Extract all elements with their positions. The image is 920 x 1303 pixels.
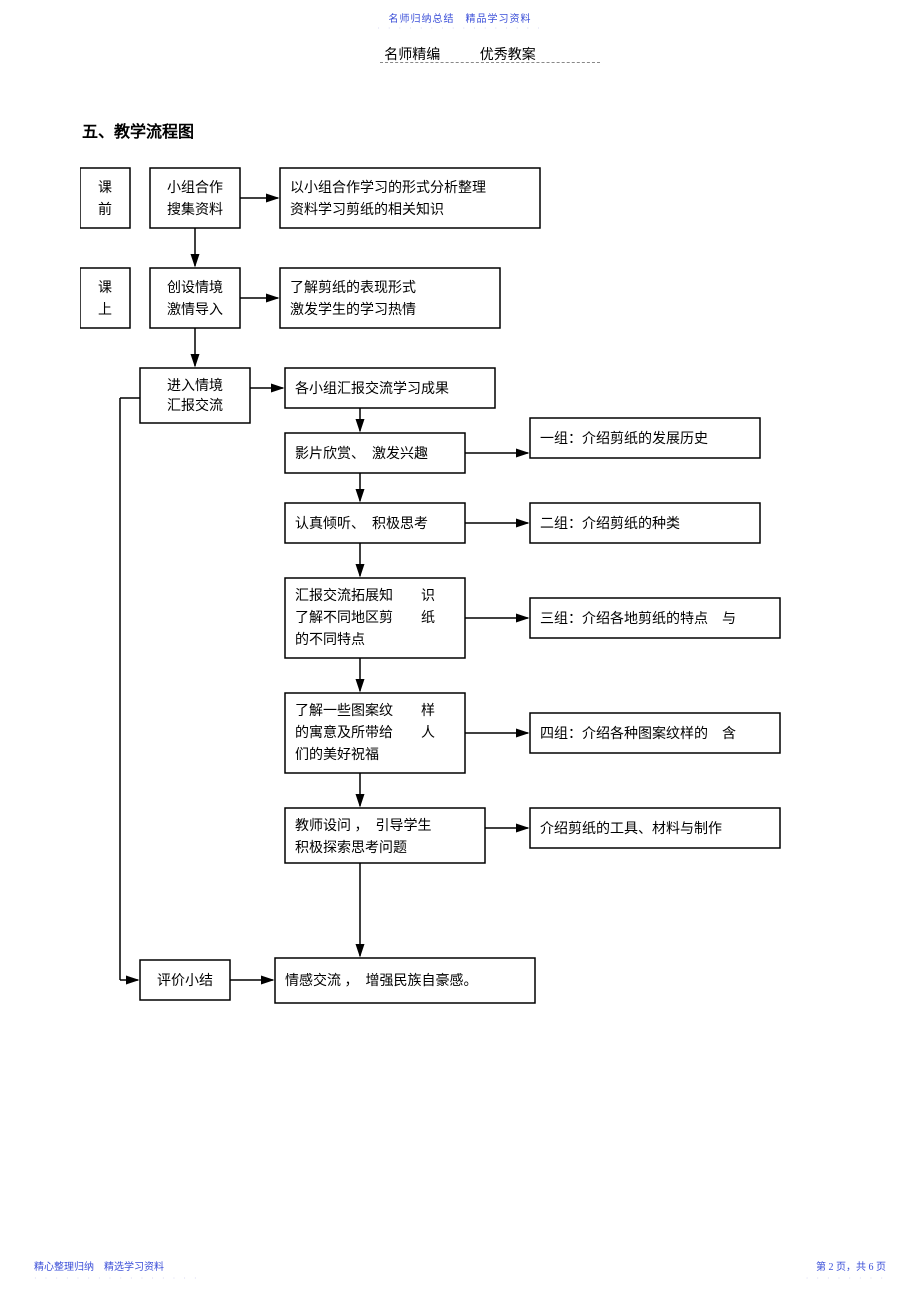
- footer-left: 精心整理归纳 精选学习资料: [34, 1258, 164, 1273]
- node-emotion-l1: 情感交流 ， 增强民族自豪感。: [285, 972, 478, 989]
- node-teacher-l2: 积极探索思考问题: [295, 839, 407, 856]
- node-enter: [140, 368, 250, 423]
- node-collect-l2: 搜集资料: [167, 201, 223, 218]
- node-understand-l2: 激发学生的学习热情: [290, 301, 416, 318]
- node-g4-l1: 四组：介绍各种图案纹样的 含: [540, 725, 736, 742]
- node-g1-l1: 一组：介绍剪纸的发展历史: [540, 431, 708, 447]
- node-pattern-l3: 们的美好祝福: [295, 747, 379, 763]
- node-pattern-l1: 了解一些图案纹 样: [295, 702, 435, 719]
- node-understand-l1: 了解剪纸的表现形式: [290, 280, 416, 296]
- node-g2-l1: 二组：介绍剪纸的种类: [540, 516, 680, 532]
- node-enter-l1: 进入情境: [167, 378, 223, 394]
- footer-right: 第 2 页，共 6 页: [816, 1258, 886, 1273]
- node-film-l1: 影片欣赏、 激发兴趣: [295, 445, 428, 462]
- header-dash-line: [380, 62, 600, 63]
- header-top-line: 名师归纳总结 精品学习资料: [0, 10, 920, 25]
- node-understand: [280, 268, 500, 328]
- header-sub-left: 名师精编: [384, 48, 440, 63]
- node-tools-l1: 介绍剪纸的工具、材料与制作: [540, 821, 722, 837]
- node-context: [150, 268, 240, 328]
- node-analyze-l2: 资料学习剪纸的相关知识: [290, 201, 444, 218]
- section-title: 五、教学流程图: [82, 118, 194, 142]
- node-teacher-l1: 教师设问 ， 引导学生: [295, 818, 432, 834]
- header-dots: · · · · · · · · · · · · · · · ·: [0, 24, 920, 33]
- node-inclass-l1: 课: [98, 280, 112, 296]
- node-before-l2: 前: [98, 201, 112, 218]
- node-collect: [150, 168, 240, 228]
- node-analyze: [280, 168, 540, 228]
- node-expand-l3: 的不同特点: [295, 632, 365, 648]
- node-analyze-l1: 以小组合作学习的形式分析整理: [290, 180, 486, 196]
- node-g3-l1: 三组：介绍各地剪纸的特点 与: [540, 611, 736, 627]
- header-sub-right: 优秀教案: [480, 48, 536, 63]
- node-context-l2: 激情导入: [167, 301, 223, 318]
- footer-dots-left: · · · · · · · · · · · · · · · ·: [34, 1274, 200, 1283]
- node-inclass-l2: 上: [98, 302, 112, 318]
- node-enter-l2: 汇报交流: [167, 397, 223, 414]
- node-listen-l1: 认真倾听、 积极思考: [295, 516, 428, 532]
- node-before-l1: 课: [98, 180, 112, 196]
- node-inclass: [80, 268, 130, 328]
- flowchart: 课 前 小组合作 搜集资料 以小组合作学习的形式分析整理 资料学习剪纸的相关知识…: [80, 158, 830, 1028]
- header-sub: 名师精编 优秀教案: [0, 44, 920, 64]
- node-collect-l1: 小组合作: [167, 180, 223, 196]
- node-pattern-l2: 的寓意及所带给 人: [295, 724, 435, 741]
- node-expand-l2: 了解不同地区剪 纸: [295, 610, 435, 626]
- footer-dots-right: · · · · · · · ·: [806, 1274, 886, 1283]
- node-eval-l1: 评价小结: [157, 973, 213, 989]
- node-expand-l1: 汇报交流拓展知 识: [295, 587, 435, 604]
- node-groups-l1: 各小组汇报交流学习成果: [295, 380, 449, 397]
- node-before-class: [80, 168, 130, 228]
- node-context-l1: 创设情境: [167, 280, 223, 296]
